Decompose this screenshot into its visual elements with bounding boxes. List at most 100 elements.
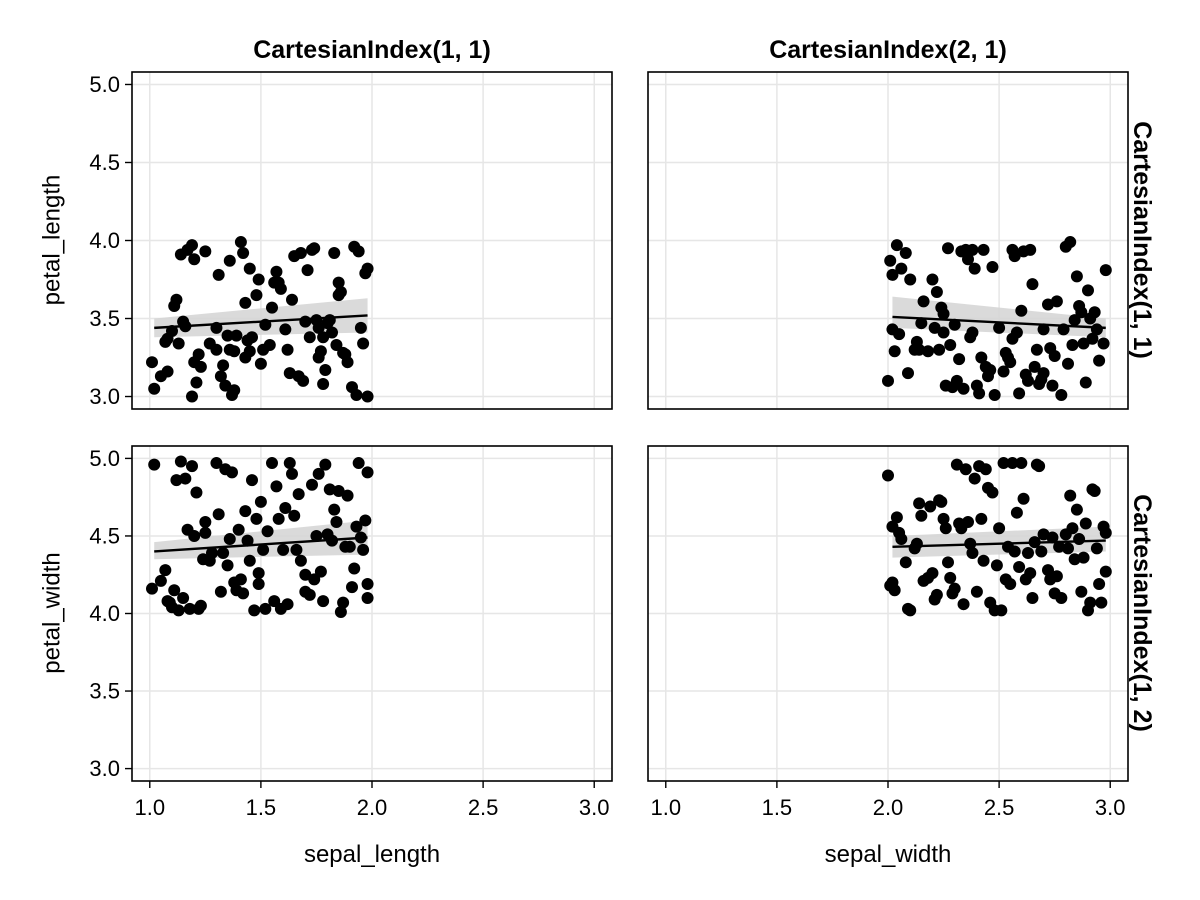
data-point xyxy=(239,505,252,518)
data-point xyxy=(1055,591,1068,604)
data-point xyxy=(959,463,972,476)
data-point xyxy=(154,574,167,587)
data-point xyxy=(217,547,230,560)
data-point xyxy=(890,511,903,524)
data-point xyxy=(895,533,908,546)
data-point xyxy=(1090,323,1103,336)
data-point xyxy=(1006,332,1019,345)
data-point xyxy=(183,602,196,615)
data-point xyxy=(268,595,281,608)
data-point xyxy=(330,339,343,352)
data-point xyxy=(888,345,901,358)
data-point xyxy=(357,543,370,556)
data-point xyxy=(254,495,267,508)
data-point xyxy=(910,537,923,550)
data-point xyxy=(148,458,161,471)
facet-panel-r2-c2: 1.0 1.5 2.0 2.5 3.0 xyxy=(647,445,1129,820)
gridlines xyxy=(132,446,612,781)
data-point xyxy=(953,353,966,366)
data-point xyxy=(308,573,321,586)
data-point xyxy=(257,543,270,556)
x-tick-label: 3.0 xyxy=(579,795,610,820)
data-point xyxy=(930,285,943,298)
data-point xyxy=(977,243,990,256)
data-point xyxy=(210,457,223,470)
data-point xyxy=(1024,243,1037,256)
data-point xyxy=(261,525,274,538)
data-point xyxy=(223,533,236,546)
data-point xyxy=(210,343,223,356)
data-point xyxy=(975,512,988,525)
data-point xyxy=(361,591,374,604)
data-point xyxy=(1004,578,1017,591)
data-point xyxy=(199,515,212,528)
x-tick-label: 1.0 xyxy=(650,795,681,820)
data-point xyxy=(1062,542,1074,555)
data-point xyxy=(252,578,265,591)
data-point xyxy=(312,321,325,334)
data-point xyxy=(254,357,267,370)
data-point xyxy=(352,245,365,258)
x-tick-label: 2.5 xyxy=(468,795,499,820)
data-point xyxy=(902,367,914,380)
data-point xyxy=(319,363,332,376)
data-point xyxy=(190,376,203,389)
data-point xyxy=(230,329,243,342)
data-point xyxy=(986,486,999,499)
data-point xyxy=(1077,551,1090,564)
data-point xyxy=(1062,357,1074,370)
data-point xyxy=(950,458,963,471)
data-point xyxy=(917,295,930,308)
data-point xyxy=(1090,542,1103,555)
data-point xyxy=(928,321,941,334)
data-point xyxy=(886,268,899,281)
data-point xyxy=(1046,379,1059,392)
data-point xyxy=(328,503,341,516)
data-point xyxy=(241,534,254,547)
x-axis-label-col-2: sepal_width xyxy=(825,841,952,868)
data-point xyxy=(1050,570,1063,583)
data-point xyxy=(161,332,174,345)
data-point xyxy=(246,474,258,487)
data-point xyxy=(192,348,205,361)
data-point xyxy=(277,543,290,556)
data-point xyxy=(1028,360,1041,373)
data-point xyxy=(266,457,278,470)
data-point xyxy=(312,467,325,480)
data-point xyxy=(915,317,928,330)
data-point xyxy=(1022,374,1034,387)
facet-panel-r2-c1: 1.0 1.5 2.0 2.5 3.0 3.0 3.5 4.0 4.5 5.0 xyxy=(89,445,613,820)
data-point xyxy=(343,540,356,553)
data-point xyxy=(212,508,225,521)
data-point xyxy=(212,268,225,281)
data-point xyxy=(168,584,181,597)
data-point xyxy=(973,387,986,400)
data-point xyxy=(279,502,292,515)
data-point xyxy=(1048,349,1061,362)
data-point xyxy=(890,239,903,252)
data-point xyxy=(1006,457,1019,470)
data-point xyxy=(348,562,361,575)
data-point xyxy=(297,374,310,387)
data-point xyxy=(286,293,298,306)
y-axis-label-row-1: petal_length xyxy=(39,175,66,306)
data-point xyxy=(1068,314,1081,327)
y-tick-label: 3.5 xyxy=(89,306,120,331)
data-point xyxy=(1046,531,1059,544)
data-point xyxy=(986,261,999,274)
data-point xyxy=(341,356,354,369)
data-point xyxy=(948,318,961,331)
data-point xyxy=(350,520,363,533)
data-point xyxy=(988,388,1001,401)
data-point xyxy=(237,246,250,259)
data-point xyxy=(882,374,894,387)
gridlines xyxy=(132,72,612,409)
data-point xyxy=(1055,388,1068,401)
data-point xyxy=(962,253,974,266)
data-point xyxy=(314,345,327,358)
data-point xyxy=(1084,596,1097,609)
data-point xyxy=(966,243,979,256)
data-point xyxy=(226,466,238,479)
data-point xyxy=(243,262,256,275)
data-point xyxy=(910,335,923,348)
